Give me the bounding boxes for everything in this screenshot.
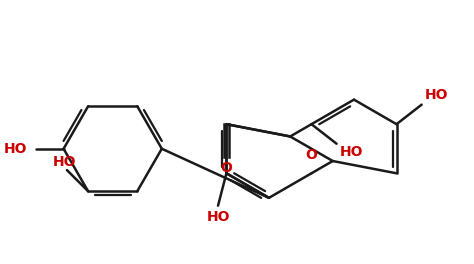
Text: HO: HO <box>424 88 448 102</box>
Text: HO: HO <box>4 142 27 156</box>
Text: O: O <box>220 161 232 175</box>
Text: HO: HO <box>53 155 76 169</box>
Text: HO: HO <box>206 210 230 224</box>
Text: O: O <box>306 148 318 162</box>
Text: HO: HO <box>339 145 363 159</box>
